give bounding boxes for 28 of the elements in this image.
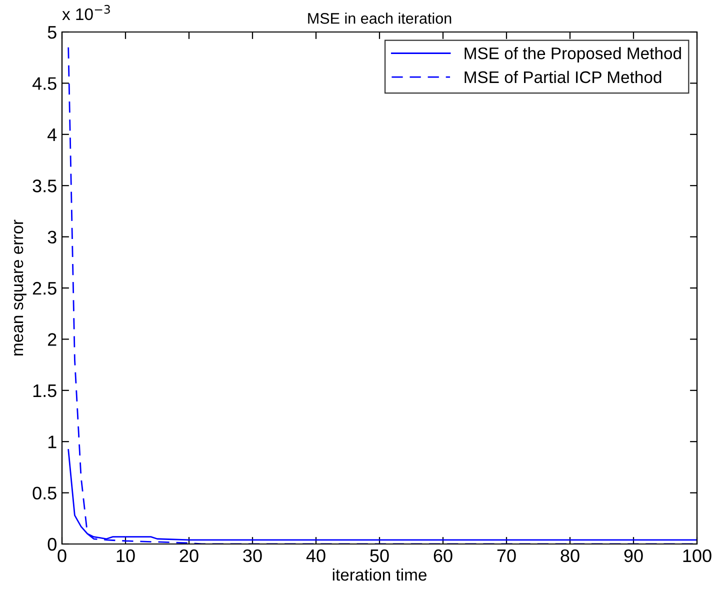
x-axis-title: iteration time [332,568,426,581]
x-tick-label: 10 [116,549,135,562]
y-tick-label: 0.5 [32,486,56,500]
x-tick-label: 30 [243,549,262,562]
y-tick-label: 4.5 [32,77,56,90]
text: x 10$^{−3}$ [62,4,110,20]
y-tick-label: 2 [48,333,56,346]
y-tick-label: 1 [48,436,56,448]
y-tick-label: 5 [48,26,56,39]
x-tick-label: 20 [180,549,198,562]
y-tick-label: 3.5 [32,180,56,192]
x-tick-label: 40 [306,549,326,562]
y-tick-label: 2.5 [32,282,56,295]
x-tick-label: 80 [560,549,580,562]
x-tick-label: 50 [370,549,389,562]
y-tick-label: 3 [48,230,56,244]
x-tick-label: 0 [58,549,66,562]
y-tick-label: 0 [48,538,56,551]
y-tick-label: 4 [48,128,57,141]
x-tick-label: 100 [683,549,712,562]
y-tick-label: 1.5 [33,384,56,398]
y-axis-title: mean square error [14,220,26,356]
x-tick-label: 60 [434,549,452,562]
x-tick-label: 90 [624,549,643,562]
x-tick-label: 70 [497,549,516,562]
chart-title: MSE in each iteration [308,12,452,24]
legend-label: MSE of Partial ICP Method [464,70,662,84]
legend-label: MSE of the Proposed Method [464,47,681,63]
